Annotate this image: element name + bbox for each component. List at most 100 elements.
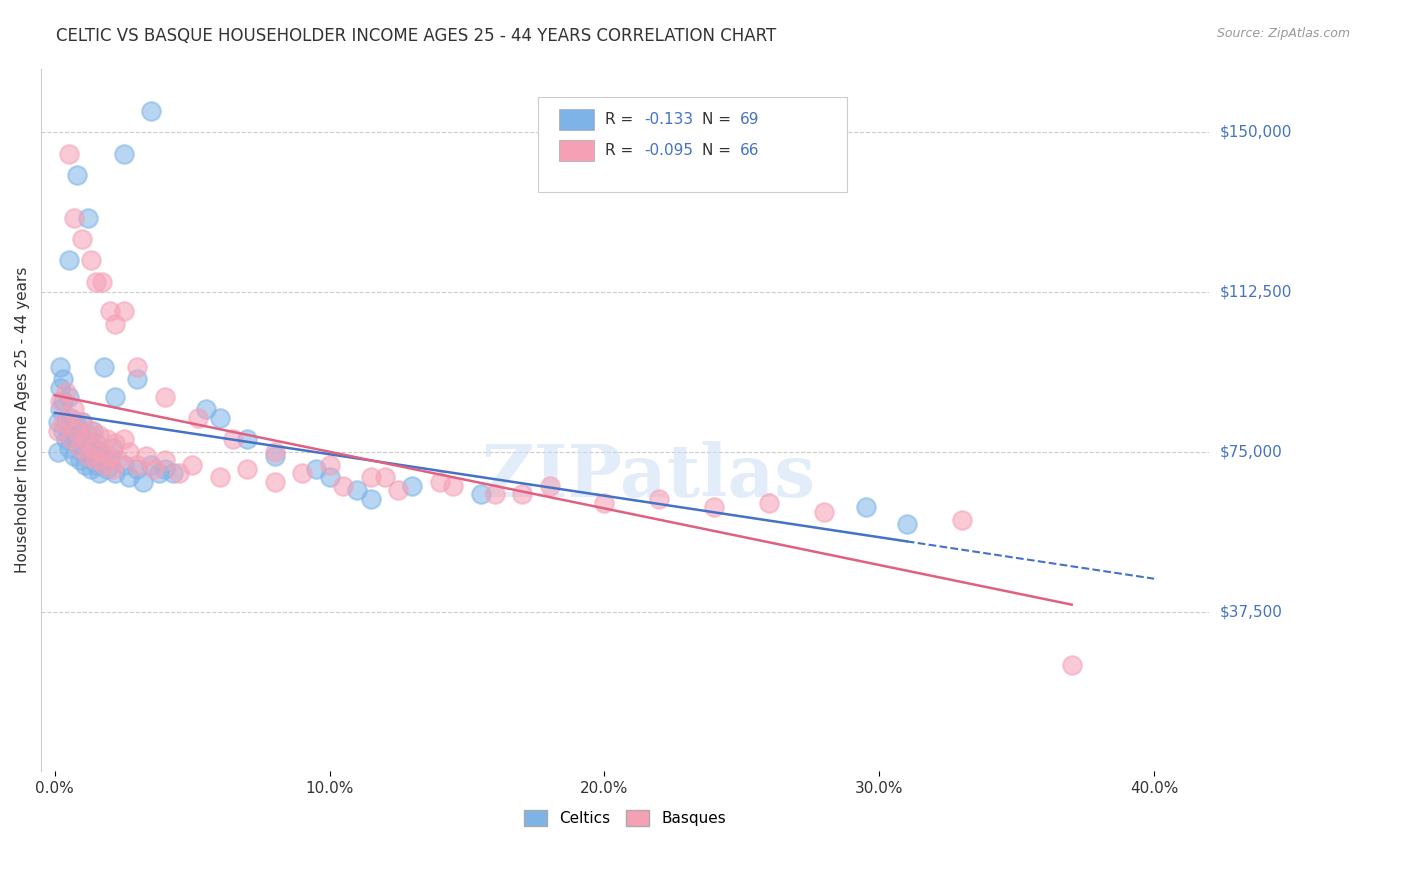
- Point: [58, 146, 80, 161]
- Text: $37,500: $37,500: [1220, 604, 1284, 619]
- Text: ZIPatlas: ZIPatlas: [481, 441, 815, 512]
- Point: [104, 466, 127, 480]
- Point: [46, 424, 69, 438]
- Point: [153, 390, 176, 404]
- Point: [648, 491, 671, 506]
- Point: [98, 304, 121, 318]
- Point: [84, 453, 107, 467]
- Text: CELTIC VS BASQUE HOUSEHOLDER INCOME AGES 25 - 44 YEARS CORRELATION CHART: CELTIC VS BASQUE HOUSEHOLDER INCOME AGES…: [56, 27, 776, 45]
- Text: $112,500: $112,500: [1220, 285, 1292, 300]
- Point: [75, 458, 97, 472]
- Point: [104, 436, 127, 450]
- Point: [52, 415, 75, 429]
- Point: [118, 445, 141, 459]
- Text: N =: N =: [702, 112, 737, 128]
- Point: [93, 458, 115, 472]
- Point: [484, 487, 506, 501]
- Point: [93, 449, 115, 463]
- Point: [162, 466, 184, 480]
- Point: [63, 402, 86, 417]
- Point: [101, 462, 124, 476]
- Point: [181, 458, 204, 472]
- Point: [79, 441, 101, 455]
- Point: [66, 424, 89, 438]
- Point: [148, 466, 170, 480]
- Point: [112, 458, 135, 472]
- Point: [87, 427, 110, 442]
- Point: [49, 402, 72, 417]
- Point: [52, 393, 75, 408]
- Point: [58, 410, 80, 425]
- Point: [360, 491, 382, 506]
- Text: N =: N =: [702, 144, 737, 158]
- Point: [60, 410, 83, 425]
- Point: [360, 470, 382, 484]
- Point: [84, 436, 107, 450]
- Point: [222, 432, 245, 446]
- Point: [66, 419, 89, 434]
- Point: [72, 415, 94, 429]
- Point: [101, 441, 124, 455]
- Legend: Celtics, Basques: Celtics, Basques: [517, 803, 734, 834]
- Point: [76, 211, 98, 225]
- Point: [58, 253, 80, 268]
- Point: [90, 458, 112, 472]
- Point: [318, 458, 340, 472]
- Point: [127, 458, 149, 472]
- Point: [60, 432, 83, 446]
- Point: [46, 415, 69, 429]
- Point: [318, 470, 340, 484]
- Point: [538, 479, 561, 493]
- Point: [703, 500, 725, 515]
- Point: [82, 424, 104, 438]
- Point: [305, 462, 328, 476]
- Point: [104, 317, 127, 331]
- Point: [76, 449, 98, 463]
- Point: [84, 275, 107, 289]
- Point: [429, 475, 451, 489]
- Point: [132, 475, 155, 489]
- Point: [87, 466, 110, 480]
- Point: [127, 359, 149, 374]
- Point: [187, 410, 209, 425]
- Point: [167, 466, 190, 480]
- Point: [112, 146, 135, 161]
- Point: [69, 453, 91, 467]
- Point: [813, 504, 835, 518]
- Point: [79, 253, 101, 268]
- Point: [49, 393, 72, 408]
- Point: [66, 436, 89, 450]
- Point: [87, 445, 110, 459]
- Point: [82, 441, 104, 455]
- Point: [93, 359, 115, 374]
- Point: [49, 359, 72, 374]
- FancyBboxPatch shape: [558, 140, 593, 161]
- Text: -0.095: -0.095: [644, 144, 693, 158]
- Text: $75,000: $75,000: [1220, 444, 1282, 459]
- Text: 66: 66: [740, 144, 759, 158]
- FancyBboxPatch shape: [558, 110, 593, 130]
- Point: [90, 445, 112, 459]
- Point: [98, 449, 121, 463]
- Point: [79, 462, 101, 476]
- Point: [58, 424, 80, 438]
- Point: [107, 453, 129, 467]
- Point: [112, 304, 135, 318]
- Point: [72, 232, 94, 246]
- Point: [263, 475, 285, 489]
- Point: [332, 479, 354, 493]
- Point: [346, 483, 368, 498]
- Point: [76, 427, 98, 442]
- Point: [49, 381, 72, 395]
- Point: [46, 445, 69, 459]
- Point: [153, 453, 176, 467]
- Point: [96, 432, 118, 446]
- Point: [758, 496, 780, 510]
- Text: $150,000: $150,000: [1220, 125, 1292, 140]
- Point: [79, 424, 101, 438]
- FancyBboxPatch shape: [537, 96, 846, 192]
- Point: [66, 168, 89, 182]
- Point: [52, 372, 75, 386]
- Point: [55, 432, 77, 446]
- Point: [153, 462, 176, 476]
